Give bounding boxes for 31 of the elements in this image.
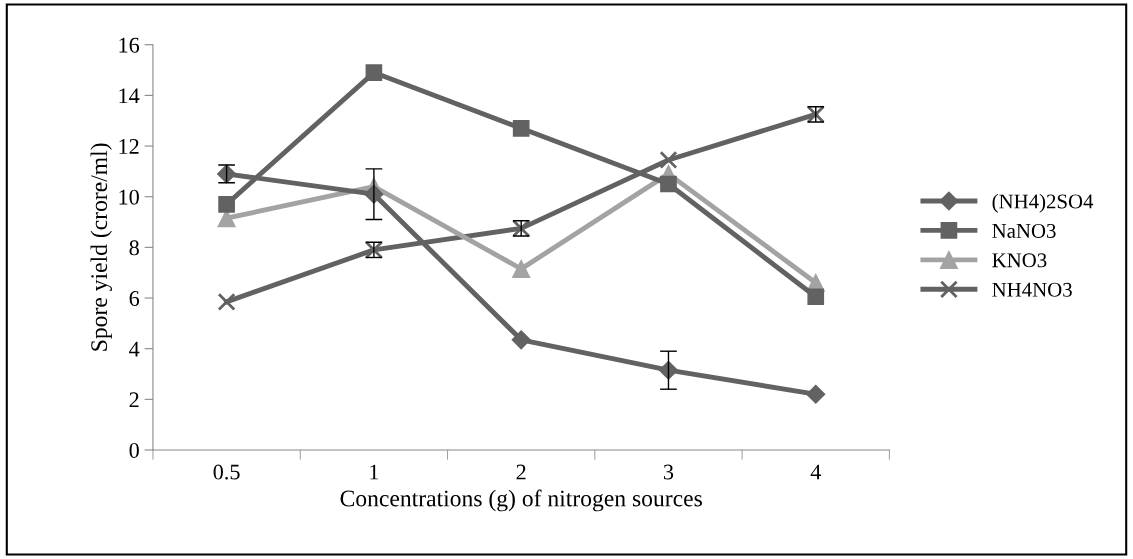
legend-label: NH4NO3 — [992, 282, 1072, 297]
point — [806, 384, 826, 404]
point — [512, 119, 530, 137]
y-tick-label: 14 — [119, 88, 140, 104]
point — [217, 292, 236, 311]
legend-label: NaNO3 — [992, 223, 1056, 238]
point — [512, 259, 531, 278]
legend-label: KNO3 — [992, 253, 1047, 268]
y-tick-label: 16 — [119, 37, 140, 53]
point — [659, 150, 678, 169]
point — [660, 175, 677, 193]
legend-label: (NH4)2SO4 — [992, 193, 1094, 213]
x-tick-label: 1 — [370, 464, 379, 480]
x-tick-label: 4 — [810, 464, 821, 480]
point — [658, 360, 679, 380]
x-tick-label: 3 — [663, 464, 674, 480]
x-tick-label: 0.5 — [213, 464, 240, 480]
point — [807, 288, 825, 306]
y-tick-label: 0 — [129, 442, 139, 458]
y-tick-label: 4 — [129, 341, 140, 357]
x-tick-label: 2 — [516, 464, 526, 480]
y-tick-label: 6 — [129, 291, 140, 306]
y-tick-label: 8 — [129, 240, 139, 256]
point — [218, 195, 235, 213]
y-axis-title: Spore yield (crore/ml) — [90, 143, 112, 351]
y-tick-label: 2 — [129, 392, 139, 408]
point — [511, 330, 531, 350]
point — [365, 64, 383, 81]
y-tick-label: 12 — [119, 139, 139, 154]
x-axis-title: Concentrations (g) of nitrogen sources — [340, 489, 702, 512]
y-tick-label: 10 — [119, 189, 139, 205]
